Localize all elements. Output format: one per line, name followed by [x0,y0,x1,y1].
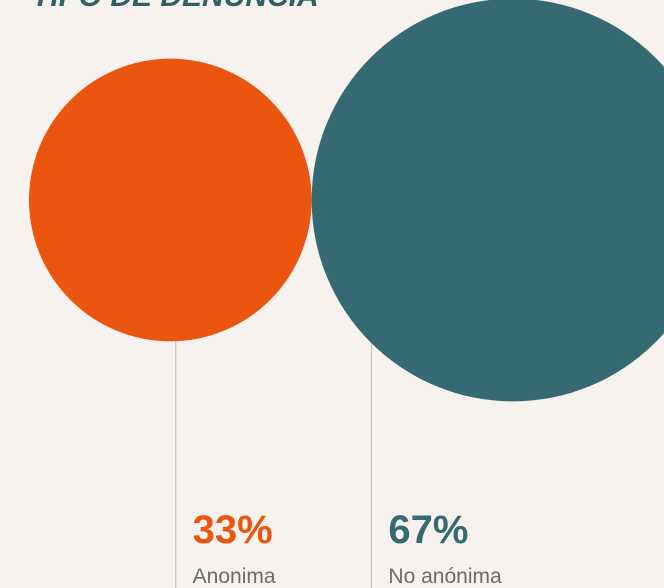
bubble [29,58,312,342]
category-label: No anónima [388,565,502,588]
chart-title: TIPO DE DENUNCIA [32,0,319,13]
value-label: 67% [388,508,468,552]
category-label: Anonima [193,565,276,588]
bubble [311,0,664,402]
value-label: 33% [193,508,273,552]
